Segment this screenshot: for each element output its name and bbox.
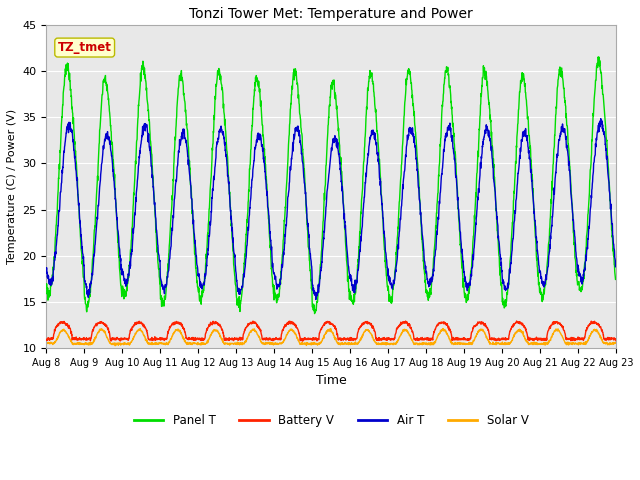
- Panel T: [311, 311, 319, 316]
- Air T: [578, 275, 586, 280]
- Solar V: [202, 341, 209, 347]
- Battery V: [360, 320, 368, 326]
- Air T: [497, 255, 505, 261]
- Y-axis label: Temperature (C) / Power (V): Temperature (C) / Power (V): [7, 109, 17, 264]
- Line: Battery V: Battery V: [46, 321, 616, 341]
- Solar V: [111, 343, 119, 348]
- Panel T: [360, 155, 368, 161]
- Battery V: [42, 337, 50, 343]
- Battery V: [202, 335, 209, 341]
- Line: Panel T: Panel T: [46, 57, 616, 313]
- Battery V: [562, 336, 570, 342]
- Battery V: [348, 336, 356, 342]
- Solar V: [348, 341, 356, 347]
- Text: TZ_tmet: TZ_tmet: [58, 41, 111, 54]
- Battery V: [299, 338, 307, 344]
- Solar V: [612, 340, 620, 346]
- X-axis label: Time: Time: [316, 373, 346, 386]
- Battery V: [513, 318, 520, 324]
- Panel T: [497, 281, 505, 287]
- Panel T: [595, 54, 602, 60]
- Solar V: [497, 341, 505, 347]
- Title: Tonzi Tower Met: Temperature and Power: Tonzi Tower Met: Temperature and Power: [189, 7, 473, 21]
- Panel T: [348, 299, 356, 304]
- Air T: [42, 268, 50, 274]
- Air T: [562, 136, 570, 142]
- Air T: [360, 194, 368, 200]
- Panel T: [578, 284, 586, 289]
- Legend: Panel T, Battery V, Air T, Solar V: Panel T, Battery V, Air T, Solar V: [129, 409, 533, 432]
- Air T: [312, 297, 320, 302]
- Line: Solar V: Solar V: [46, 328, 616, 346]
- Panel T: [42, 285, 50, 290]
- Battery V: [578, 335, 586, 341]
- Solar V: [360, 329, 368, 335]
- Panel T: [562, 103, 570, 109]
- Solar V: [562, 340, 570, 346]
- Solar V: [42, 340, 50, 346]
- Air T: [348, 283, 356, 288]
- Battery V: [612, 338, 620, 344]
- Solar V: [439, 325, 447, 331]
- Panel T: [202, 270, 209, 276]
- Battery V: [497, 337, 505, 343]
- Solar V: [578, 341, 586, 347]
- Air T: [597, 116, 605, 121]
- Air T: [612, 262, 620, 267]
- Air T: [202, 271, 209, 276]
- Line: Air T: Air T: [46, 119, 616, 300]
- Panel T: [612, 276, 620, 281]
